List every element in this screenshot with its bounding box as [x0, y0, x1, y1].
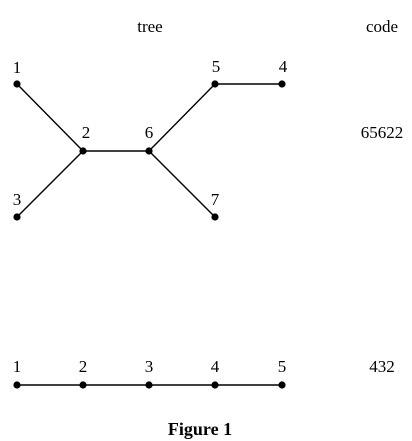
edge-6-5 [148, 83, 216, 152]
tree2-code: 432 [369, 357, 395, 376]
edge-1-2 [16, 83, 84, 152]
figure-caption: Figure 1 [168, 419, 232, 439]
node-label-1: 1 [13, 58, 22, 77]
node-3 [13, 213, 21, 221]
node-label-2: 2 [82, 123, 91, 142]
path-node-1 [13, 381, 21, 389]
tree1-labels: 1 2 3 4 5 6 7 [13, 57, 288, 209]
node-label-4: 4 [279, 57, 288, 76]
tree1-code: 65622 [361, 123, 404, 142]
node-7 [211, 213, 219, 221]
tree2-nodes [13, 381, 286, 389]
node-5 [211, 80, 219, 88]
edge-3-2 [16, 150, 84, 218]
tree1-edges [16, 83, 282, 218]
tree1-nodes [13, 80, 286, 221]
path-node-3 [145, 381, 153, 389]
tree2-labels: 1 2 3 4 5 [13, 357, 287, 376]
edge-6-7 [148, 150, 216, 218]
tree-header: tree [137, 17, 162, 36]
node-label-3: 3 [13, 190, 22, 209]
path-label-3: 3 [145, 357, 154, 376]
path-node-5 [278, 381, 286, 389]
node-4 [278, 80, 286, 88]
path-node-2 [79, 381, 87, 389]
node-label-7: 7 [211, 190, 220, 209]
path-label-1: 1 [13, 357, 22, 376]
path-label-5: 5 [278, 357, 287, 376]
node-6 [145, 147, 153, 155]
node-label-5: 5 [212, 57, 221, 76]
path-node-4 [211, 381, 219, 389]
node-2 [79, 147, 87, 155]
code-header: code [366, 17, 398, 36]
node-label-6: 6 [145, 123, 154, 142]
path-label-4: 4 [211, 357, 220, 376]
path-label-2: 2 [79, 357, 88, 376]
node-1 [13, 80, 21, 88]
